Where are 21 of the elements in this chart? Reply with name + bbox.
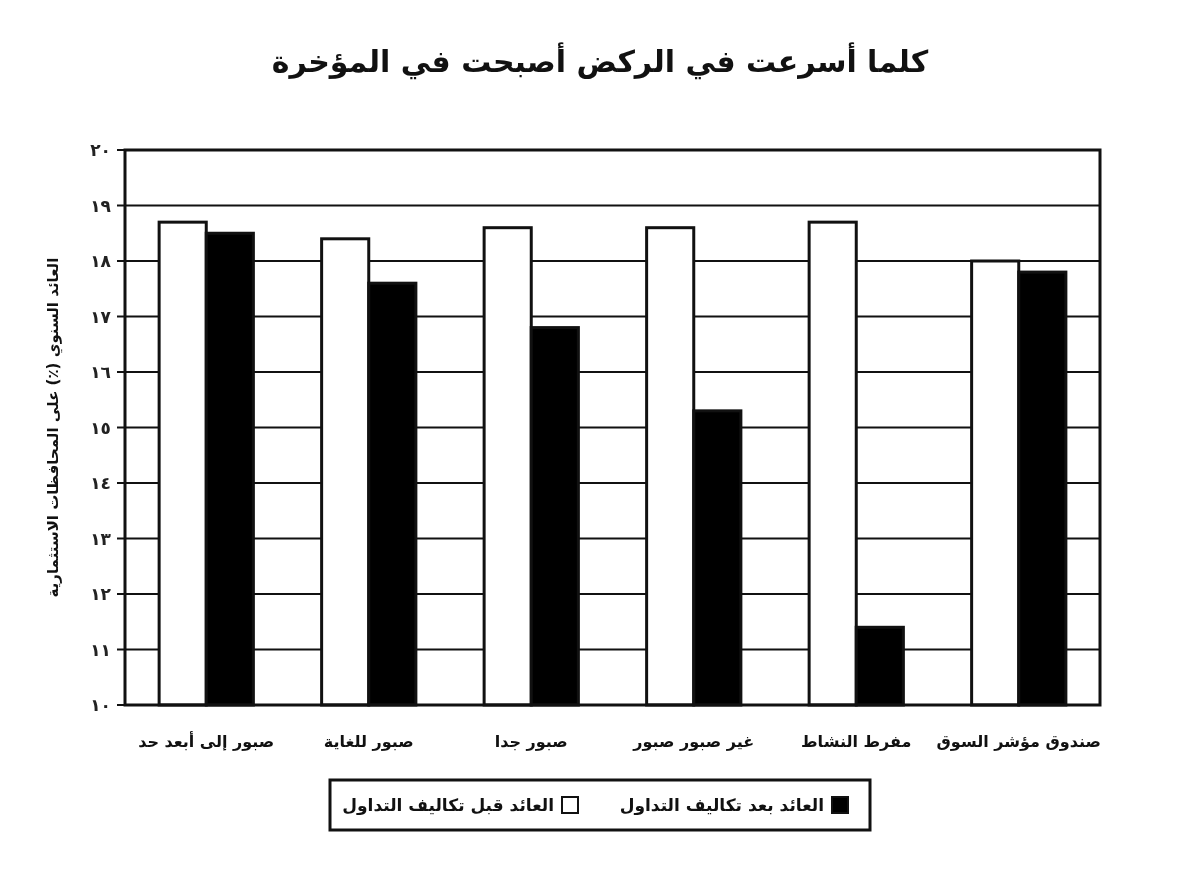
y-tick-label: ١٩ (90, 195, 112, 216)
chart-title: كلما أسرعت في الركض أصبحت في المؤخرة (271, 42, 929, 80)
y-axis-title: العائد السنوي (٪) على المحافظات الاستثمارية (44, 257, 63, 598)
legend-label: العائد بعد تكاليف التداول (619, 795, 824, 816)
y-tick-label: ١١ (90, 639, 111, 660)
y-tick-label: ١٢ (90, 584, 112, 604)
legend-label: العائد قبل تكاليف التداول (342, 795, 554, 816)
y-tick-label: ١٤ (90, 473, 111, 493)
x-tick-label: صندوق مؤشر السوق (936, 732, 1101, 751)
x-tick-label: صبور إلى أبعد حد (138, 731, 275, 751)
x-tick-label: مفرط النشاط (801, 732, 912, 751)
y-tick-label: ٢٠ (90, 140, 111, 160)
y-tick-label: ١٦ (90, 362, 111, 382)
x-tick-label: صبور للغاية (323, 732, 414, 751)
y-tick-label: ١٧ (90, 306, 112, 327)
x-tick-label: صبور جدا (494, 732, 568, 751)
x-tick-label: غير صبور صبور (632, 732, 755, 751)
y-tick-label: ١٨ (90, 251, 112, 271)
y-tick-label: ١٠ (90, 695, 111, 715)
y-tick-label: ١٣ (90, 528, 112, 549)
y-tick-label: ١٥ (90, 417, 111, 438)
